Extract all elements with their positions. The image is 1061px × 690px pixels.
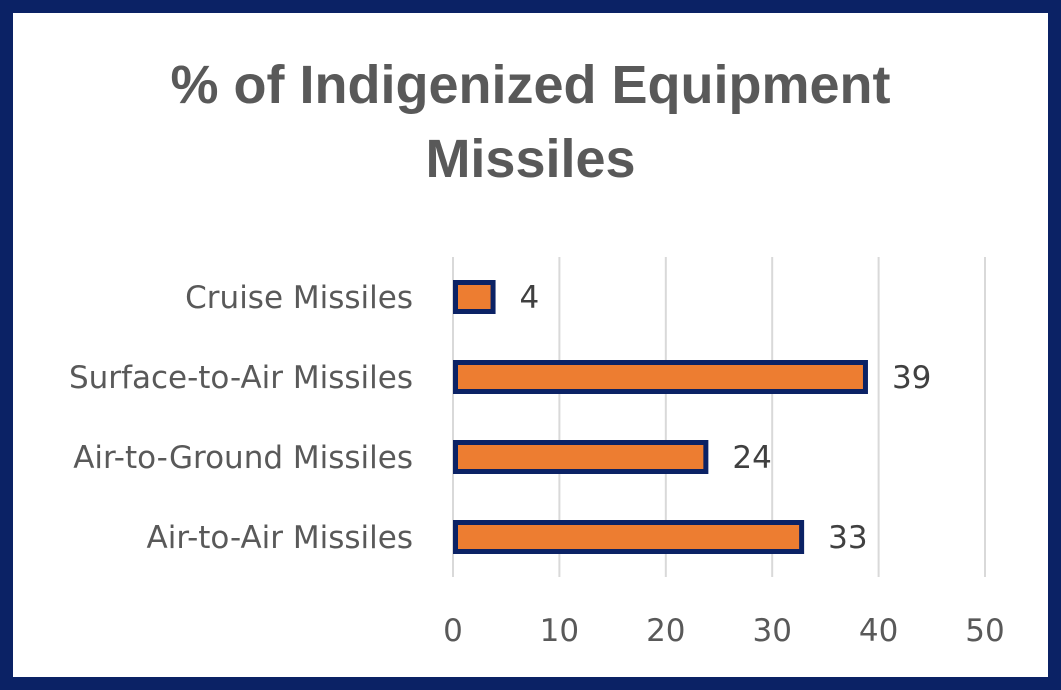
x-tick-label-20: 20 xyxy=(646,613,685,649)
x-tick-label-10: 10 xyxy=(540,613,579,649)
x-tick-label-50: 50 xyxy=(965,613,1004,649)
data-label-air-to-ground-missiles: 24 xyxy=(732,440,771,476)
chart-title-line-1: % of Indigenized Equipment xyxy=(170,55,891,115)
data-label-air-to-air-missiles: 33 xyxy=(828,520,867,556)
category-label-air-to-air-missiles: Air-to-Air Missiles xyxy=(147,520,414,556)
bar-air-to-air-missiles xyxy=(453,520,805,554)
category-label-cruise-missiles: Cruise Missiles xyxy=(185,280,413,316)
data-label-cruise-missiles: 4 xyxy=(520,280,540,316)
category-label-surface-to-air-missiles: Surface-to-Air Missiles xyxy=(69,360,413,396)
bar-surface-to-air-missiles xyxy=(453,360,868,394)
x-tick-label-0: 0 xyxy=(443,613,463,649)
x-tick-label-40: 40 xyxy=(859,613,898,649)
category-label-air-to-ground-missiles: Air-to-Ground Missiles xyxy=(73,440,413,476)
chart-title: % of Indigenized Equipment Missiles xyxy=(0,48,1061,196)
data-label-surface-to-air-missiles: 39 xyxy=(892,360,931,396)
bar-cruise-missiles xyxy=(453,280,496,314)
chart-title-line-2: Missiles xyxy=(425,129,636,189)
bar-air-to-ground-missiles xyxy=(453,440,709,474)
x-tick-label-30: 30 xyxy=(752,613,791,649)
